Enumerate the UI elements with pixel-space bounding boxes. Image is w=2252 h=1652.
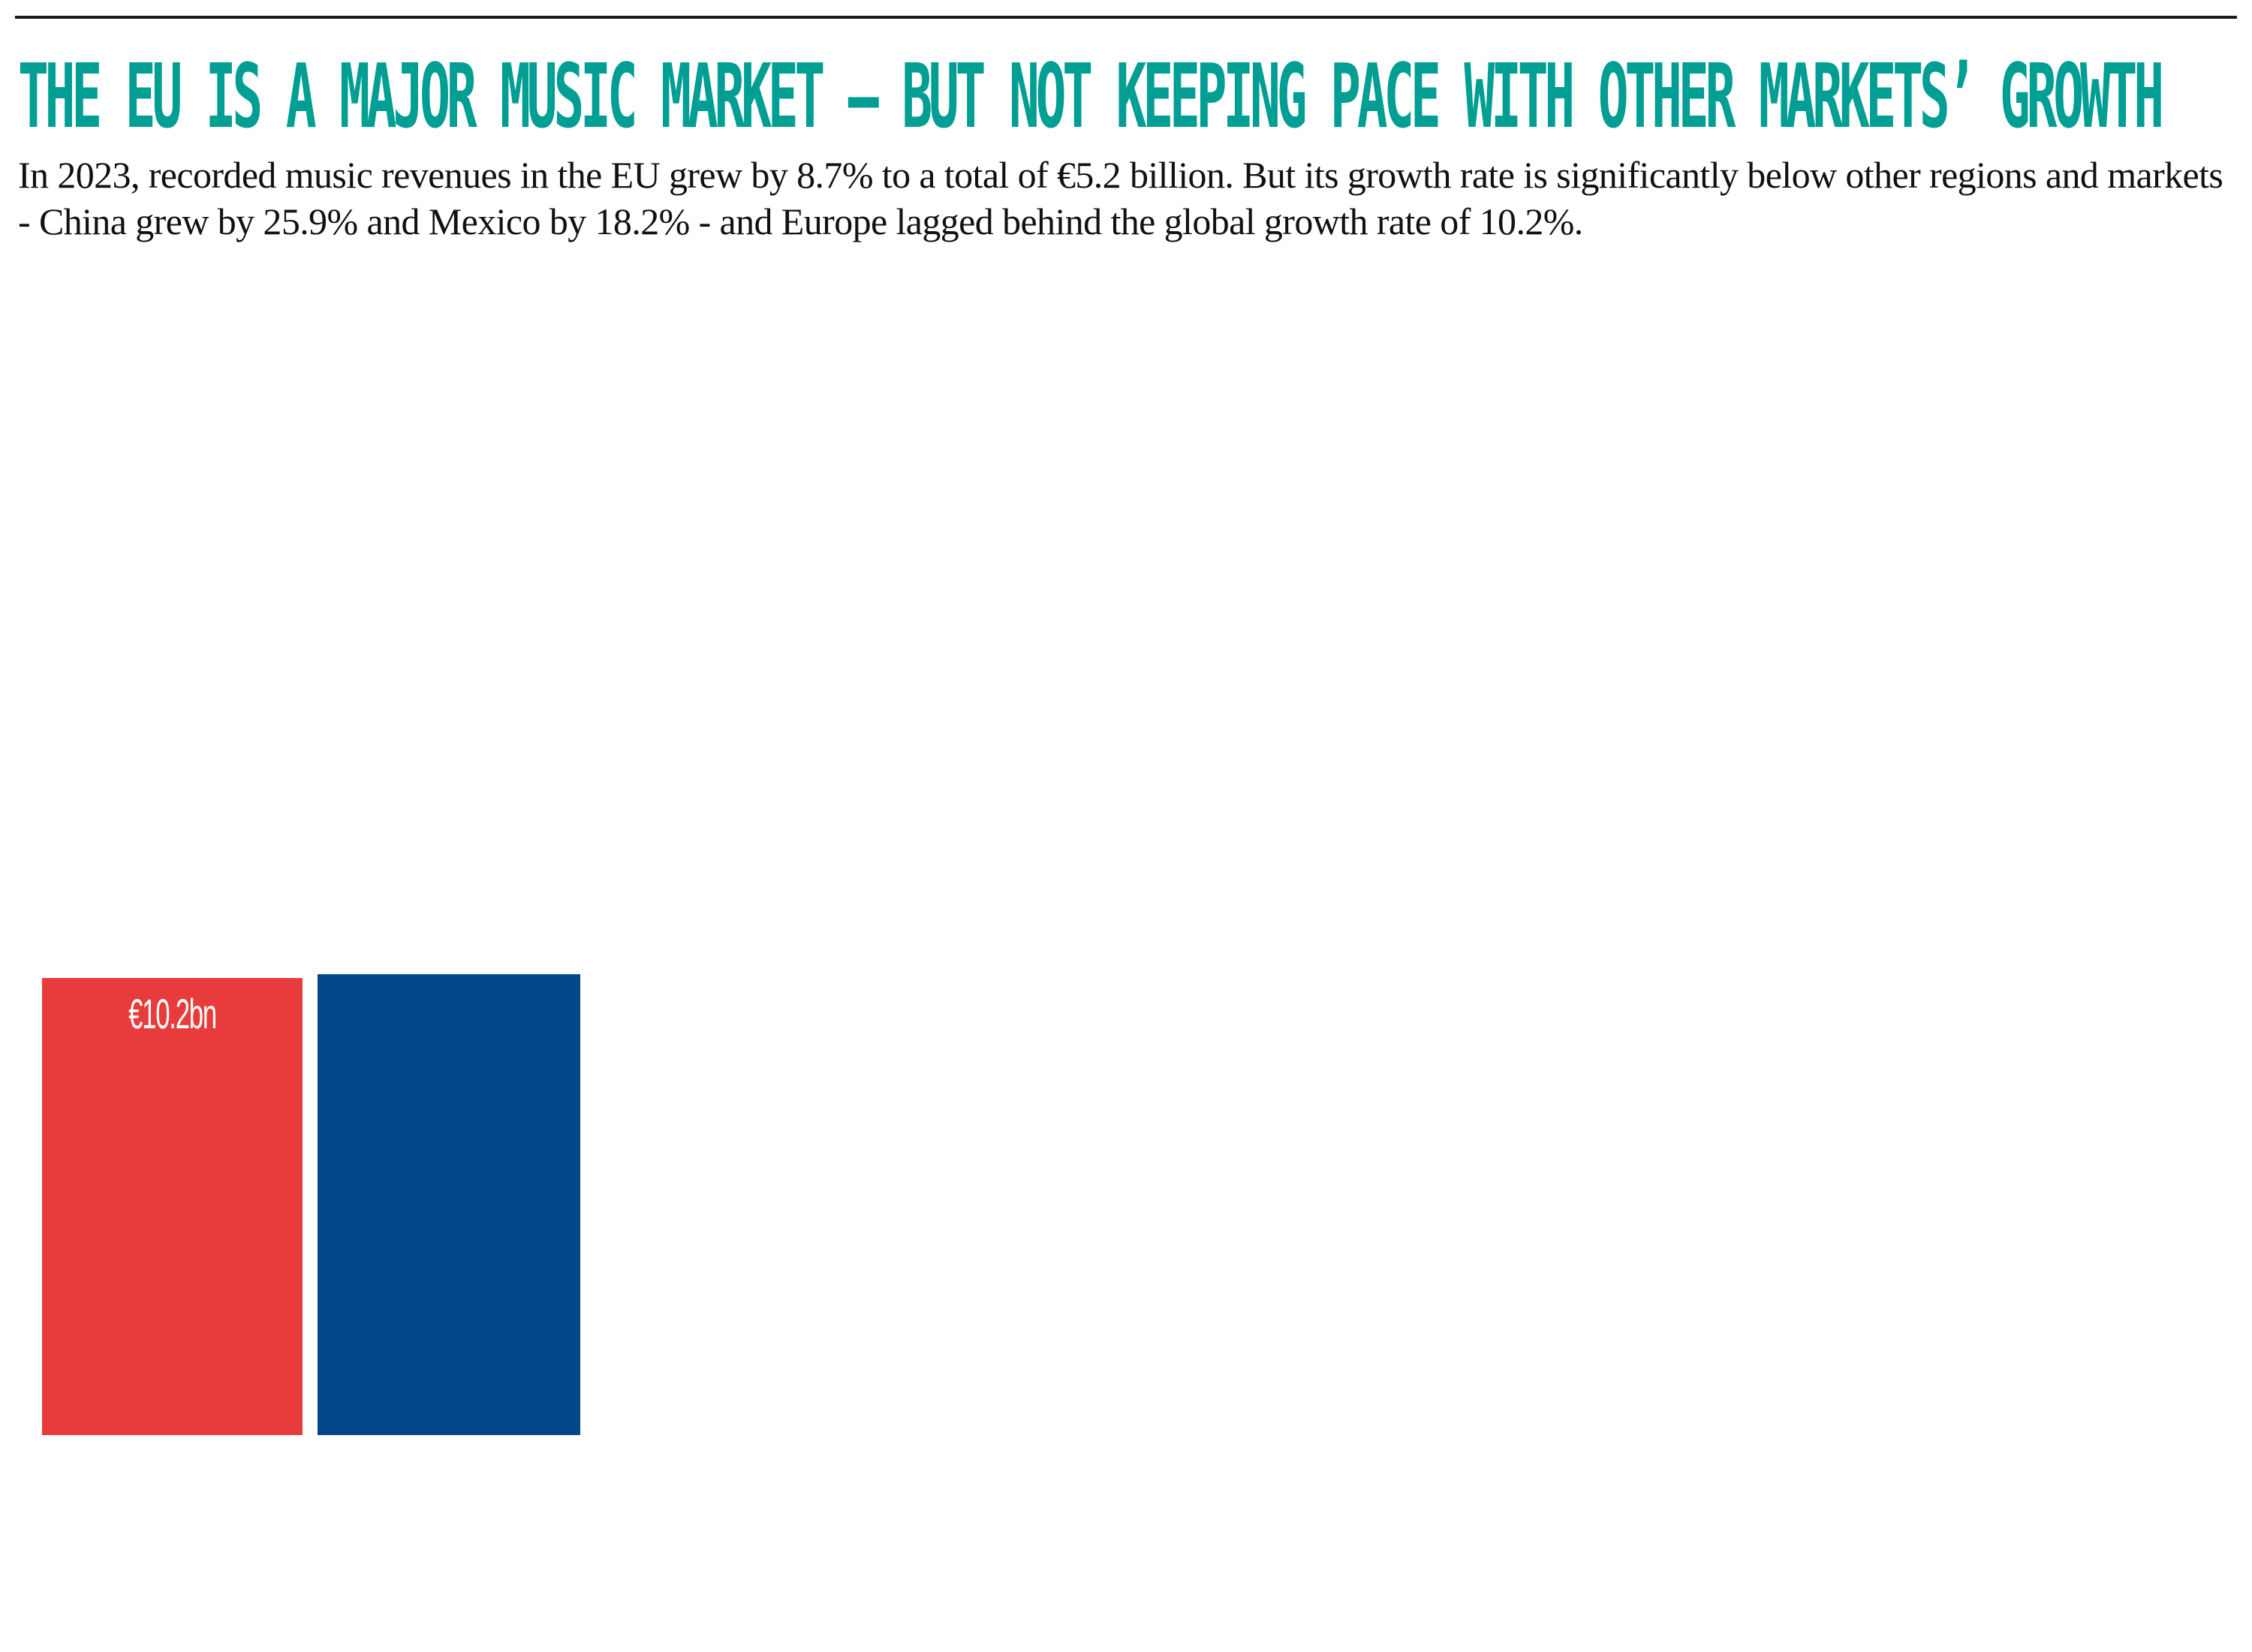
bar-usa: €10.2bn bbox=[42, 978, 303, 1435]
page-title: THE EU IS A MAJOR MUSIC MARKET – BUT NOT… bbox=[18, 44, 2164, 148]
top-rule bbox=[15, 16, 2237, 19]
value-label-usa: €10.2bn bbox=[128, 990, 217, 1037]
chart-title-label: Total recorded music revenues by market … bbox=[57, 379, 895, 426]
chart-title-banner: Total recorded music revenues by market … bbox=[15, 355, 2241, 453]
intro-paragraph: In 2023, recorded music revenues in the … bbox=[18, 154, 2223, 242]
chart-title: Total recorded music revenues by market … bbox=[57, 376, 977, 429]
bar-eu27 bbox=[318, 974, 580, 1435]
chart-title-year: 2023 bbox=[894, 379, 978, 426]
bar-chart: €10.2bn bbox=[0, 480, 2252, 1652]
